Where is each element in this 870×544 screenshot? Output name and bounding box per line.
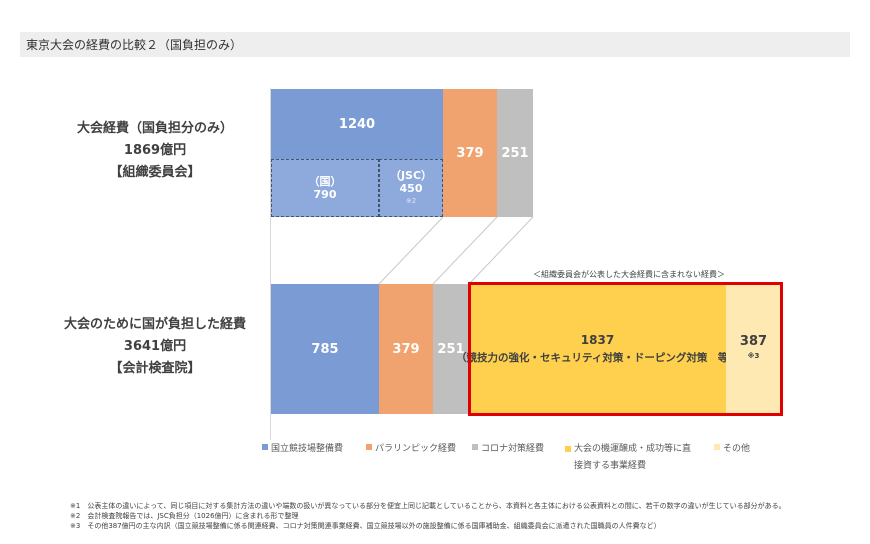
legend-label: コロナ対策経費: [481, 444, 545, 454]
bar-value: 379: [456, 145, 484, 161]
bar-top-paralympic: 379: [443, 89, 497, 217]
footnote-2: ※2 会計検査院報告では、JSC負担分（1026億円）に含まれる形で整理: [70, 512, 299, 520]
bar-top-venue-kuni: （国） 790: [271, 159, 379, 217]
bar-description: （競技力の強化・セキュリティ対策・ドーピング対策 等）: [456, 352, 739, 364]
legend-swatch-icon: [565, 446, 571, 452]
excluded-costs-annotation: ＜組織委員会が公表した大会経費に含まれない経費＞: [533, 270, 725, 279]
bar-note: ※3: [747, 352, 760, 360]
bar-bottom-paralympic: 379: [379, 284, 433, 414]
bar-value: 379: [392, 341, 420, 357]
row-label-total: 1869億円: [123, 143, 187, 158]
bar-sub-label: （JSC）: [389, 168, 433, 182]
category-axis: [270, 88, 271, 440]
legend: 国立競技場整備費 パラリンピック経費 コロナ対策経費 大会の機運醸成・成功等に直…: [262, 441, 802, 475]
legend-item-paralympic: パラリンピック経費: [366, 441, 456, 454]
bar-sub-value: 450: [399, 181, 423, 195]
footnote-1: ※1 公表主体の違いによって、同じ項目に対する集計方法の違いや端数の扱いが異なっ…: [70, 502, 786, 510]
bar-sub-label: （国）: [308, 175, 342, 188]
bar-bottom-other: 387 ※3: [726, 284, 781, 414]
page-title: 東京大会の経費の比較２（国負担のみ）: [26, 38, 243, 52]
legend-swatch-icon: [262, 444, 268, 450]
row-label-title: 大会のために国が負担した経費: [63, 317, 246, 332]
bar-sub-note: ※2: [405, 196, 417, 205]
bar-value: 785: [311, 341, 339, 357]
bar-bottom-direct-costs: 1837 （競技力の強化・セキュリティ対策・ドーピング対策 等）: [456, 284, 739, 414]
legend-label: パラリンピック経費: [375, 444, 457, 454]
legend-item-direct-costs: 大会の機運醸成・成功等に直接資する事業経費: [565, 441, 697, 475]
bar-value: 251: [437, 341, 465, 357]
bar-value: 1240: [338, 116, 376, 132]
legend-item-venue: 国立競技場整備費: [262, 441, 343, 454]
bar-top-corona: 251: [497, 89, 533, 217]
bar-value: 387: [739, 334, 768, 349]
legend-swatch-icon: [366, 444, 372, 450]
row-label-title: 大会経費（国負担分のみ）: [76, 121, 233, 136]
row-label-organizing-committee: 大会経費（国負担分のみ） 1869億円 【組織委員会】: [40, 118, 270, 184]
footnote-3: ※3 その他387億円の主な内訳（国立競技場整備に係る関連経費、コロナ対策関連事…: [70, 522, 661, 530]
legend-label: その他: [723, 444, 751, 454]
excluded-costs-highlight: [468, 282, 783, 416]
title-bar: 東京大会の経費の比較２（国負担のみ）: [20, 32, 850, 57]
bar-value: 1837: [580, 333, 615, 347]
legend-item-corona: コロナ対策経費: [472, 441, 544, 454]
legend-swatch-icon: [714, 444, 720, 450]
bar-sub-value: 790: [313, 188, 337, 201]
legend-label: 大会の機運醸成・成功等に直接資する事業経費: [574, 444, 692, 471]
row-label-total: 3641億円: [123, 339, 187, 354]
legend-item-other: その他: [714, 441, 750, 454]
legend-swatch-icon: [472, 444, 478, 450]
bar-top-venue-jsc: （JSC） 450 ※2: [379, 159, 443, 217]
bar-value: 251: [501, 145, 529, 161]
bar-bottom-venue: 785: [271, 284, 379, 414]
row-label-audit-board: 大会のために国が負担した経費 3641億円 【会計検査院】: [40, 314, 270, 380]
legend-label: 国立競技場整備費: [271, 444, 344, 454]
row-label-source: 【会計検査院】: [109, 361, 201, 376]
bar-bottom-corona: 251: [433, 284, 469, 414]
bar-top-venue: 1240: [271, 89, 443, 159]
row-label-source: 【組織委員会】: [109, 165, 201, 180]
